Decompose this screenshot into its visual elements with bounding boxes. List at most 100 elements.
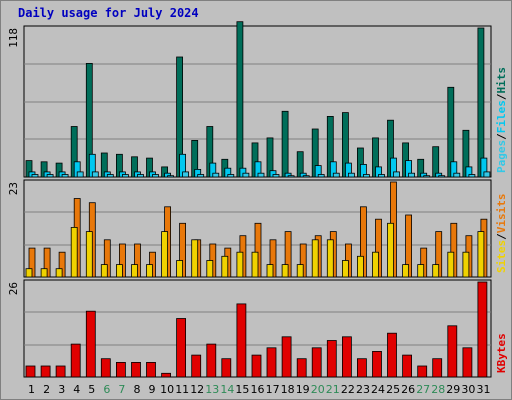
bar-kbytes-day-5	[85, 310, 96, 378]
bar-pages-day-19	[302, 175, 310, 178]
bar-sites-day-4	[70, 226, 78, 278]
x-tick-label-11: 11	[175, 383, 189, 396]
bar-pages-day-11	[182, 171, 190, 178]
bar-kbytes-day-7	[116, 361, 126, 378]
bar-sites-day-29	[447, 251, 455, 278]
bar-pages-day-27	[423, 175, 431, 178]
x-tick-label-19: 19	[296, 383, 310, 396]
x-tick-label-7: 7	[118, 383, 125, 396]
bar-kbytes-day-6	[100, 358, 111, 378]
x-tick-label-15: 15	[235, 383, 249, 396]
bar-kbytes-day-27	[417, 365, 428, 378]
legend-entry-pages: Pages	[495, 140, 508, 173]
bar-sites-day-10	[161, 231, 169, 278]
legend-separator: /	[495, 233, 508, 240]
bar-kbytes-day-31	[477, 281, 488, 378]
legend-hits_files_pages: Pages/Files/Hits	[495, 67, 508, 173]
bar-sites-day-27	[417, 264, 425, 278]
bar-pages-day-25	[393, 171, 400, 178]
x-tick-label-24: 24	[371, 383, 385, 396]
bar-pages-day-30	[468, 174, 476, 178]
bar-kbytes-day-21	[326, 340, 337, 378]
bar-sites-day-13	[206, 260, 214, 278]
x-tick-label-28: 28	[431, 383, 445, 396]
x-tick-label-22: 22	[341, 383, 355, 396]
x-tick-label-4: 4	[73, 383, 80, 396]
bar-pages-day-12	[197, 174, 205, 178]
legend-entry-hits: Hits	[495, 67, 508, 94]
bar-kbytes-day-14	[221, 358, 232, 378]
legend-entry-kbytes: KBytes	[495, 333, 508, 373]
bar-sites-day-1	[25, 268, 33, 278]
bar-pages-day-7	[122, 174, 129, 178]
bar-pages-day-14	[227, 174, 235, 178]
bar-sites-day-31	[477, 231, 485, 278]
legend-entry-visits: Visits	[495, 194, 508, 234]
y-max-label: 23	[7, 182, 20, 195]
bar-pages-day-20	[317, 174, 325, 178]
bar-sites-day-25	[387, 222, 394, 278]
bar-sites-day-28	[432, 264, 440, 278]
x-tick-label-13: 13	[205, 383, 219, 396]
legend-kbytes: KBytes	[495, 333, 508, 373]
bar-pages-day-2	[46, 174, 54, 178]
x-tick-label-3: 3	[58, 383, 65, 396]
bar-kbytes-day-4	[70, 343, 81, 378]
bar-pages-day-26	[408, 172, 416, 178]
bar-pages-day-18	[287, 175, 295, 178]
bar-sites-day-11	[176, 260, 184, 278]
bar-kbytes-day-17	[266, 347, 277, 378]
x-tick-label-20: 20	[311, 383, 325, 396]
bar-sites-day-23	[356, 255, 364, 278]
bar-sites-day-18	[281, 264, 289, 278]
legend-separator: /	[495, 93, 508, 100]
bar-pages-day-17	[272, 174, 280, 178]
legend-separator: /	[495, 133, 508, 140]
x-tick-label-17: 17	[266, 383, 280, 396]
x-tick-label-25: 25	[386, 383, 400, 396]
bar-hits-day-18	[281, 110, 289, 178]
x-tick-label-5: 5	[88, 383, 95, 396]
chart-title: Daily usage for July 2024	[18, 6, 199, 20]
bar-kbytes-day-26	[402, 354, 413, 378]
x-tick-label-18: 18	[281, 383, 295, 396]
x-tick-label-6: 6	[103, 383, 110, 396]
bar-sites-day-12	[191, 239, 199, 278]
bar-kbytes-day-28	[432, 358, 443, 378]
bar-kbytes-day-22	[341, 336, 352, 378]
bar-pages-day-22	[347, 172, 355, 178]
bar-pages-day-5	[91, 171, 99, 178]
y-max-label: 26	[7, 282, 20, 295]
bar-pages-day-23	[362, 174, 370, 178]
bar-kbytes-day-24	[372, 350, 382, 378]
x-tick-label-14: 14	[220, 383, 234, 396]
x-tick-label-29: 29	[446, 383, 460, 396]
bar-pages-day-31	[483, 171, 491, 178]
x-tick-label-31: 31	[477, 383, 491, 396]
bar-kbytes-day-13	[206, 343, 217, 378]
bar-sites-day-19	[296, 264, 304, 278]
bar-sites-day-15	[236, 251, 244, 278]
x-tick-label-16: 16	[251, 383, 265, 396]
bar-pages-day-24	[378, 174, 385, 178]
bar-sites-day-5	[85, 231, 93, 278]
legend-visits_sites: Sites/Visits	[495, 194, 508, 274]
bar-sites-day-6	[100, 264, 108, 278]
bar-kbytes-day-3	[55, 365, 66, 378]
bar-pages-day-9	[152, 174, 159, 178]
x-tick-label-26: 26	[401, 383, 415, 396]
bar-sites-day-16	[251, 251, 259, 278]
bar-kbytes-day-8	[131, 361, 141, 378]
bar-sites-day-21	[326, 239, 334, 278]
x-tick-label-12: 12	[190, 383, 204, 396]
bar-sites-day-7	[116, 264, 123, 278]
bar-sites-day-8	[131, 264, 138, 278]
bar-kbytes-day-2	[40, 365, 51, 378]
bar-pages-day-21	[332, 172, 340, 178]
bar-pages-day-6	[106, 174, 114, 178]
bar-kbytes-day-19	[296, 358, 307, 378]
bar-pages-day-15	[242, 172, 250, 178]
x-tick-label-30: 30	[461, 383, 475, 396]
x-tick-label-2: 2	[43, 383, 50, 396]
